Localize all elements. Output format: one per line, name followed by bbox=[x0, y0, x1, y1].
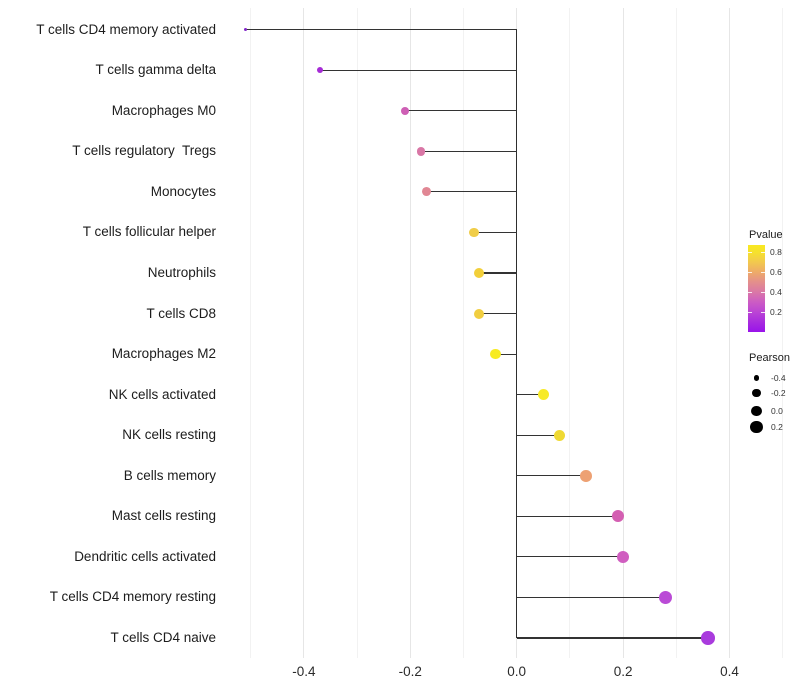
colorbar-tickmark bbox=[761, 312, 765, 313]
pearson-size-dot bbox=[750, 420, 763, 434]
lollipop-dot bbox=[553, 429, 565, 441]
pearson-legend-title: Pearson bbox=[749, 352, 790, 364]
colorbar-tickmark bbox=[761, 272, 765, 273]
gridline bbox=[675, 8, 677, 658]
lollipop-stem bbox=[516, 434, 560, 436]
lollipop-stem bbox=[516, 556, 624, 558]
x-axis-tick-label: 0.4 bbox=[720, 664, 739, 679]
colorbar-tickmark bbox=[748, 292, 752, 293]
lollipop-dot bbox=[701, 631, 715, 645]
colorbar-tickmark bbox=[761, 252, 765, 253]
pearson-tick-label: 0.2 bbox=[771, 422, 783, 432]
pearson-tick-label: 0.0 bbox=[771, 406, 783, 416]
pvalue-tick-label: 0.8 bbox=[770, 247, 782, 257]
lollipop-dot bbox=[659, 590, 673, 604]
lollipop-stem bbox=[245, 29, 517, 31]
colorbar-tickmark bbox=[748, 312, 752, 313]
x-axis-tick-label: -0.2 bbox=[398, 664, 422, 679]
lollipop-stem bbox=[474, 231, 517, 234]
lollipop-dot bbox=[474, 268, 485, 278]
lollipop-dot bbox=[616, 550, 630, 564]
colorbar-tickmark bbox=[748, 272, 752, 273]
pearson-tick-label: -0.4 bbox=[771, 373, 786, 383]
pvalue-colorbar bbox=[748, 245, 765, 332]
colorbar-tickmark bbox=[761, 292, 765, 293]
lollipop-stem bbox=[495, 353, 517, 355]
gridline bbox=[303, 8, 305, 658]
gridline bbox=[409, 8, 411, 658]
pearson-size-dot bbox=[752, 388, 761, 398]
y-axis-label: T cells CD4 memory activated bbox=[36, 21, 216, 37]
gridline bbox=[356, 8, 358, 658]
pearson-size-dot bbox=[753, 375, 760, 381]
pearson-tick-label: -0.2 bbox=[771, 388, 786, 398]
lollipop-dot bbox=[474, 308, 485, 319]
lollipop-stem bbox=[426, 191, 517, 193]
y-axis-label: Mast cells resting bbox=[111, 508, 216, 524]
pvalue-tick-label: 0.4 bbox=[770, 287, 782, 297]
gridline bbox=[729, 8, 730, 658]
pvalue-tick-label: 0.2 bbox=[770, 307, 782, 317]
x-axis-tick-label: 0.2 bbox=[613, 664, 633, 679]
colorbar-tickmark bbox=[748, 252, 752, 253]
lollipop-dot bbox=[490, 348, 501, 360]
lollipop-stem bbox=[516, 637, 709, 639]
gridline bbox=[622, 8, 624, 658]
lollipop-dot bbox=[416, 146, 426, 156]
y-axis-label: T cells gamma delta bbox=[95, 62, 216, 78]
y-axis-label: T cells CD4 memory resting bbox=[49, 589, 216, 605]
y-axis-label: T cells CD8 bbox=[146, 305, 216, 321]
y-axis-label: NK cells activated bbox=[108, 386, 216, 402]
y-axis-label: T cells regulatory Tregs bbox=[72, 143, 216, 159]
x-axis-tick-label: 0.0 bbox=[507, 664, 527, 679]
lollipop-stem bbox=[479, 312, 517, 315]
y-axis-label: NK cells resting bbox=[122, 427, 216, 443]
y-axis-label: Dendritic cells activated bbox=[74, 548, 216, 564]
y-axis-label: B cells memory bbox=[123, 467, 216, 483]
lollipop-stem bbox=[319, 69, 517, 71]
lollipop-dot bbox=[579, 469, 592, 482]
zero-baseline bbox=[516, 29, 518, 638]
lollipop-dot bbox=[611, 510, 624, 523]
lollipop-stem bbox=[516, 475, 586, 477]
lollipop-stem bbox=[404, 110, 517, 112]
lollipop-dot bbox=[316, 67, 324, 74]
gridline bbox=[569, 8, 571, 658]
y-axis-label: Macrophages M2 bbox=[111, 346, 216, 362]
y-axis-label: T cells follicular helper bbox=[82, 224, 216, 240]
pvalue-tick-label: 0.6 bbox=[770, 267, 782, 277]
lollipop-stem bbox=[420, 150, 517, 152]
y-axis-label: T cells CD4 naive bbox=[110, 629, 216, 645]
lollipop-dot bbox=[400, 106, 410, 116]
gridline bbox=[463, 8, 464, 658]
gridline bbox=[250, 8, 252, 658]
y-axis-label: Neutrophils bbox=[147, 265, 216, 280]
lollipop-stem bbox=[516, 394, 544, 396]
gridline bbox=[782, 8, 784, 658]
lollipop-stem bbox=[516, 515, 618, 517]
pearson-size-dot bbox=[751, 405, 762, 417]
lollipop-dot bbox=[469, 227, 480, 238]
x-axis-tick-label: -0.4 bbox=[292, 664, 316, 679]
pvalue-legend-title: Pvalue bbox=[749, 229, 783, 241]
y-axis-label: Monocytes bbox=[150, 183, 216, 199]
lollipop-dot bbox=[537, 389, 549, 401]
y-axis-label: Macrophages M0 bbox=[111, 102, 216, 118]
lollipop-stem bbox=[516, 596, 666, 598]
lollipop-dot bbox=[243, 27, 248, 32]
lollipop-stem bbox=[479, 272, 517, 274]
lollipop-dot bbox=[421, 187, 431, 197]
